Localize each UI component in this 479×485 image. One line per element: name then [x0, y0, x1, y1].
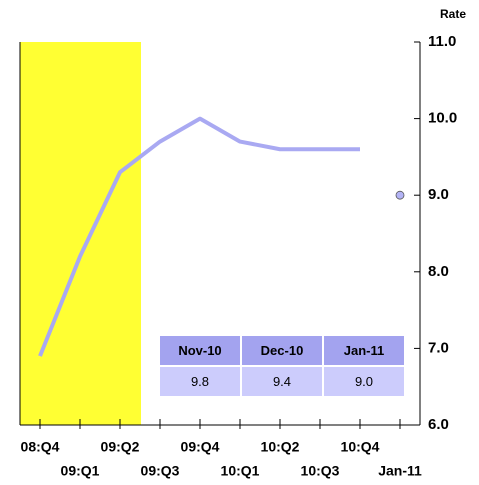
x-tick-label: 09:Q1 [61, 463, 100, 479]
table-value: 9.0 [355, 374, 373, 389]
y-tick-label: 7.0 [428, 339, 449, 356]
x-tick-label: 09:Q2 [101, 439, 140, 455]
x-tick-label: 10:Q3 [301, 463, 340, 479]
recession-shading [20, 42, 141, 425]
table-header-cell [324, 336, 404, 365]
table-value: 9.4 [273, 374, 291, 389]
table-header: Nov-10 [178, 343, 221, 358]
x-tick-label: Jan-11 [378, 463, 422, 479]
table-value-cell [160, 367, 240, 396]
table-header-cell [160, 336, 240, 365]
table-value: 9.8 [191, 374, 209, 389]
table-value-cell [242, 367, 322, 396]
x-tick-label: 08:Q4 [21, 439, 60, 455]
x-tick-label: 09:Q4 [181, 439, 220, 455]
table-header: Dec-10 [261, 343, 304, 358]
y-tick-label: 10.0 [428, 110, 457, 127]
y-tick-label: 8.0 [428, 263, 449, 280]
data-point [395, 190, 405, 200]
x-tick-label: 10:Q1 [221, 463, 260, 479]
y-tick-label: 11.0 [428, 33, 456, 50]
x-tick-label: 10:Q2 [261, 439, 300, 455]
x-tick-label: 09:Q3 [141, 463, 180, 479]
data-line [38, 116, 360, 357]
table-header: Jan-11 [344, 343, 384, 358]
y-tick-label: 9.0 [428, 186, 449, 203]
x-tick-label: 10:Q4 [341, 439, 380, 455]
table-header-cell [242, 336, 322, 365]
table-value-cell [324, 367, 404, 396]
y-axis-label: Rate [440, 7, 466, 21]
y-tick-label: 6.0 [428, 416, 449, 433]
